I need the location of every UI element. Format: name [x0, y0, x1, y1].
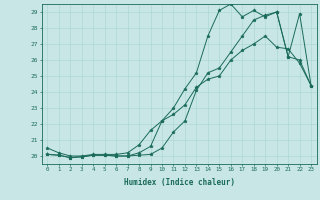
X-axis label: Humidex (Indice chaleur): Humidex (Indice chaleur)	[124, 178, 235, 187]
